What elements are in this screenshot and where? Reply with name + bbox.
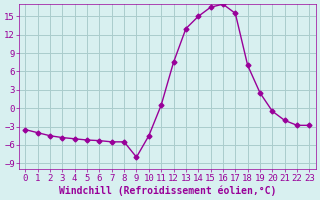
X-axis label: Windchill (Refroidissement éolien,°C): Windchill (Refroidissement éolien,°C) (59, 185, 276, 196)
